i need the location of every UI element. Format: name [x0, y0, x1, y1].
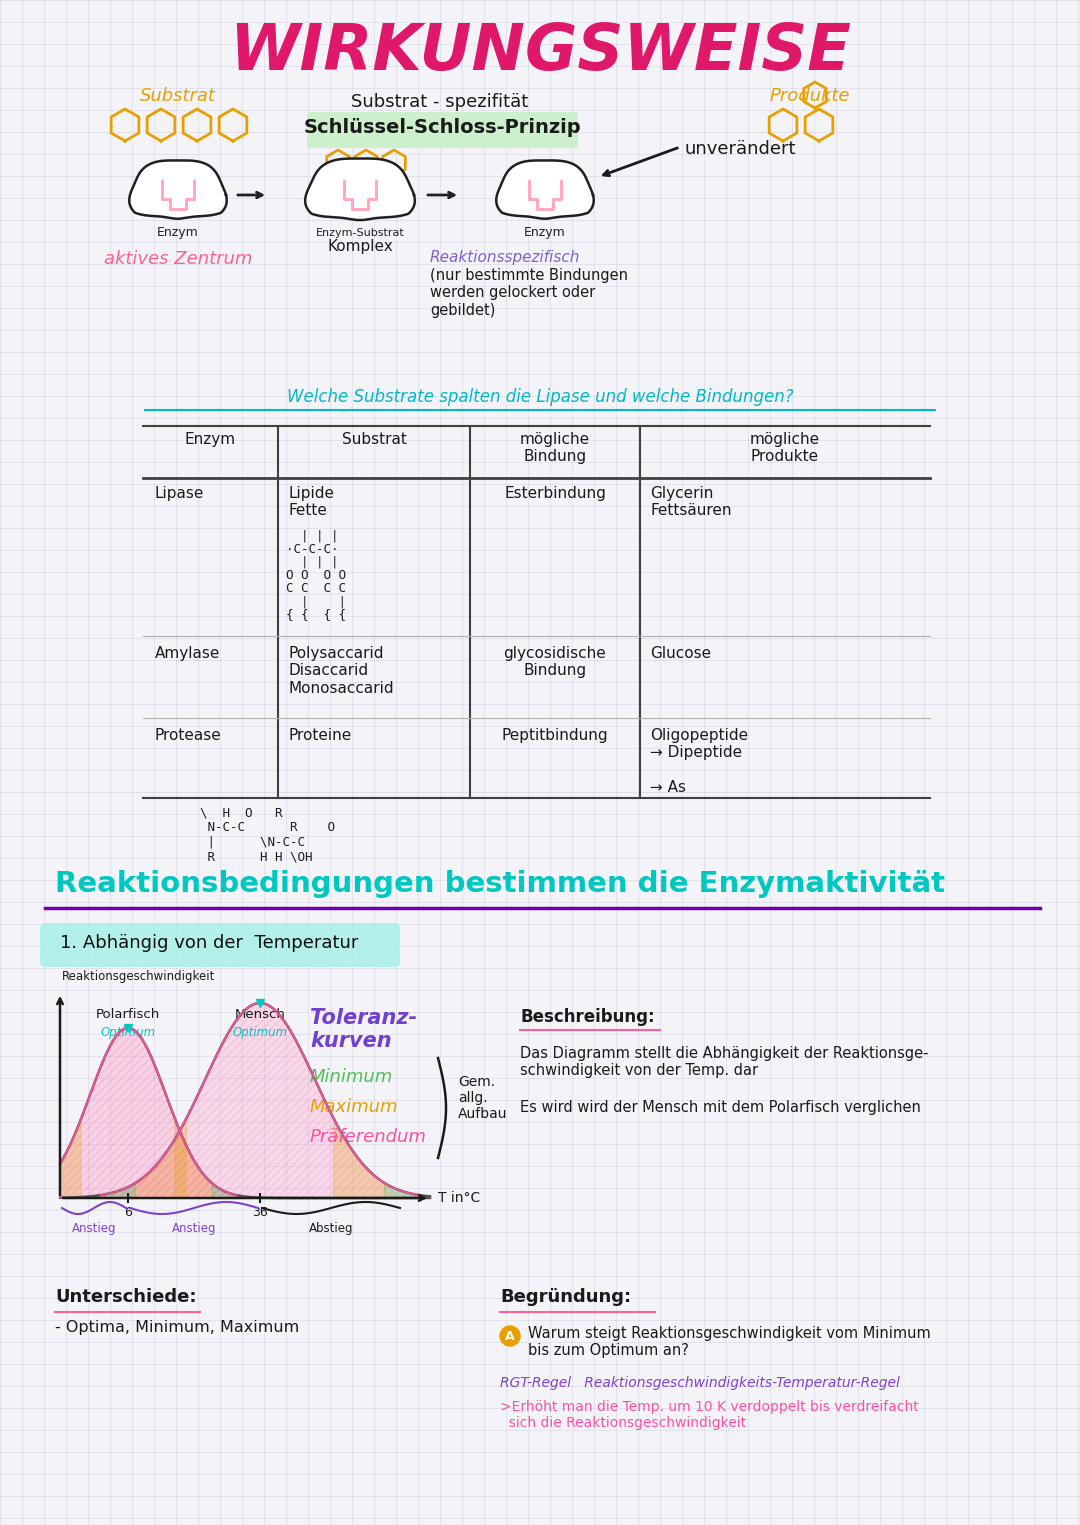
Text: Enzym: Enzym — [185, 432, 237, 447]
Text: 36: 36 — [252, 1206, 268, 1218]
Text: Proteine: Proteine — [288, 727, 351, 743]
Text: Enzym: Enzym — [524, 226, 566, 239]
Text: Glucose: Glucose — [650, 647, 711, 660]
Text: Es wird wird der Mensch mit dem Polarfisch verglichen: Es wird wird der Mensch mit dem Polarfis… — [519, 1100, 921, 1115]
Polygon shape — [130, 160, 227, 218]
Text: Unterschiede:: Unterschiede: — [55, 1289, 197, 1305]
Text: 6: 6 — [124, 1206, 132, 1218]
Text: N-C-C      R    O: N-C-C R O — [185, 820, 335, 834]
Text: |      \N-C-C: | \N-C-C — [185, 836, 305, 849]
Text: >Erhöht man die Temp. um 10 K verdoppelt bis verdreifacht
  sich die Reaktionsge: >Erhöht man die Temp. um 10 K verdoppelt… — [500, 1400, 919, 1430]
FancyBboxPatch shape — [307, 111, 578, 148]
Text: Beschreibung:: Beschreibung: — [519, 1008, 654, 1026]
Text: mögliche
Bindung: mögliche Bindung — [519, 432, 590, 465]
Text: 1. Abhängig von der  Temperatur: 1. Abhängig von der Temperatur — [60, 933, 359, 952]
Text: | | |: | | | — [286, 557, 338, 569]
Text: Optimum: Optimum — [232, 1026, 287, 1039]
Polygon shape — [496, 160, 594, 218]
Circle shape — [500, 1327, 519, 1347]
Text: Polarfisch: Polarfisch — [96, 1008, 160, 1022]
Text: Präferendum: Präferendum — [310, 1128, 427, 1145]
FancyBboxPatch shape — [40, 923, 400, 967]
Text: Warum steigt Reaktionsgeschwindigkeit vom Minimum
bis zum Optimum an?: Warum steigt Reaktionsgeschwindigkeit vo… — [528, 1327, 931, 1359]
Text: { {  { {: { { { { — [286, 608, 346, 621]
Text: Gem.
allg.
Aufbau: Gem. allg. Aufbau — [458, 1075, 508, 1121]
Text: Maximum: Maximum — [310, 1098, 399, 1116]
Text: O O  O O: O O O O — [286, 569, 346, 583]
Text: Das Diagramm stellt die Abhängigkeit der Reaktionsge-
schwindigkeit von der Temp: Das Diagramm stellt die Abhängigkeit der… — [519, 1046, 929, 1078]
Text: Substrat: Substrat — [140, 87, 216, 105]
Text: - Optima, Minimum, Maximum: - Optima, Minimum, Maximum — [55, 1321, 299, 1334]
Text: Mensch: Mensch — [234, 1008, 285, 1022]
Text: (nur bestimmte Bindungen
werden gelockert oder
gebildet): (nur bestimmte Bindungen werden gelocker… — [430, 268, 627, 317]
Text: Peptitbindung: Peptitbindung — [502, 727, 608, 743]
Text: | | |: | | | — [286, 531, 338, 543]
Text: Minimum: Minimum — [310, 1068, 393, 1086]
Text: T in°C: T in°C — [438, 1191, 481, 1205]
Text: Toleranz-
kurven: Toleranz- kurven — [310, 1008, 417, 1051]
Text: RGT-Regel   Reaktionsgeschwindigkeits-Temperatur-Regel: RGT-Regel Reaktionsgeschwindigkeits-Temp… — [500, 1376, 900, 1389]
Text: Esterbindung: Esterbindung — [504, 486, 606, 502]
Text: Anstieg: Anstieg — [172, 1222, 216, 1235]
Text: \  H  O   R: \ H O R — [185, 807, 283, 819]
Text: Optimum: Optimum — [100, 1026, 156, 1039]
Text: Substrat - spezifität: Substrat - spezifität — [351, 93, 528, 111]
Text: |    |: | | — [286, 595, 346, 608]
Text: Begründung:: Begründung: — [500, 1289, 631, 1305]
Text: Glycerin
Fettsäuren: Glycerin Fettsäuren — [650, 486, 731, 518]
Text: Reaktionsbedingungen bestimmen die Enzymaktivität: Reaktionsbedingungen bestimmen die Enzym… — [55, 869, 945, 898]
Text: Komplex: Komplex — [327, 239, 393, 255]
Text: WIRKUNGSWEISE: WIRKUNGSWEISE — [229, 21, 851, 82]
Text: Amylase: Amylase — [156, 647, 220, 660]
Text: Oligopeptide
→ Dipeptide

→ As: Oligopeptide → Dipeptide → As — [650, 727, 748, 795]
Text: mögliche
Produkte: mögliche Produkte — [750, 432, 820, 465]
Text: Enzym: Enzym — [157, 226, 199, 239]
Text: aktives Zentrum: aktives Zentrum — [104, 250, 253, 268]
Text: Lipide
Fette: Lipide Fette — [288, 486, 334, 518]
Text: C C  C C: C C C C — [286, 583, 346, 595]
Text: Lipase: Lipase — [156, 486, 204, 502]
Text: A: A — [505, 1330, 515, 1342]
Text: Enzym-Substrat: Enzym-Substrat — [315, 229, 404, 238]
Text: Protease: Protease — [156, 727, 221, 743]
Text: Reaktionsgeschwindigkeit: Reaktionsgeschwindigkeit — [62, 970, 215, 984]
Text: ·C-C-C·: ·C-C-C· — [286, 543, 338, 557]
Text: glycosidische
Bindung: glycosidische Bindung — [503, 647, 606, 679]
Text: Polysaccarid
Disaccarid
Monosaccarid: Polysaccarid Disaccarid Monosaccarid — [288, 647, 393, 695]
Text: unverändert: unverändert — [685, 140, 797, 159]
Text: Abstieg: Abstieg — [309, 1222, 353, 1235]
Text: Welche Substrate spalten die Lipase und welche Bindungen?: Welche Substrate spalten die Lipase und … — [286, 387, 794, 406]
Text: Schlüssel-Schloss-Prinzip: Schlüssel-Schloss-Prinzip — [303, 117, 581, 137]
Text: R      H H \OH: R H H \OH — [185, 851, 312, 865]
Text: Substrat: Substrat — [341, 432, 406, 447]
Polygon shape — [306, 159, 415, 220]
Text: Reaktionsspezifisch: Reaktionsspezifisch — [430, 250, 580, 265]
Text: Produkte: Produkte — [770, 87, 850, 105]
Text: Anstieg: Anstieg — [71, 1222, 117, 1235]
